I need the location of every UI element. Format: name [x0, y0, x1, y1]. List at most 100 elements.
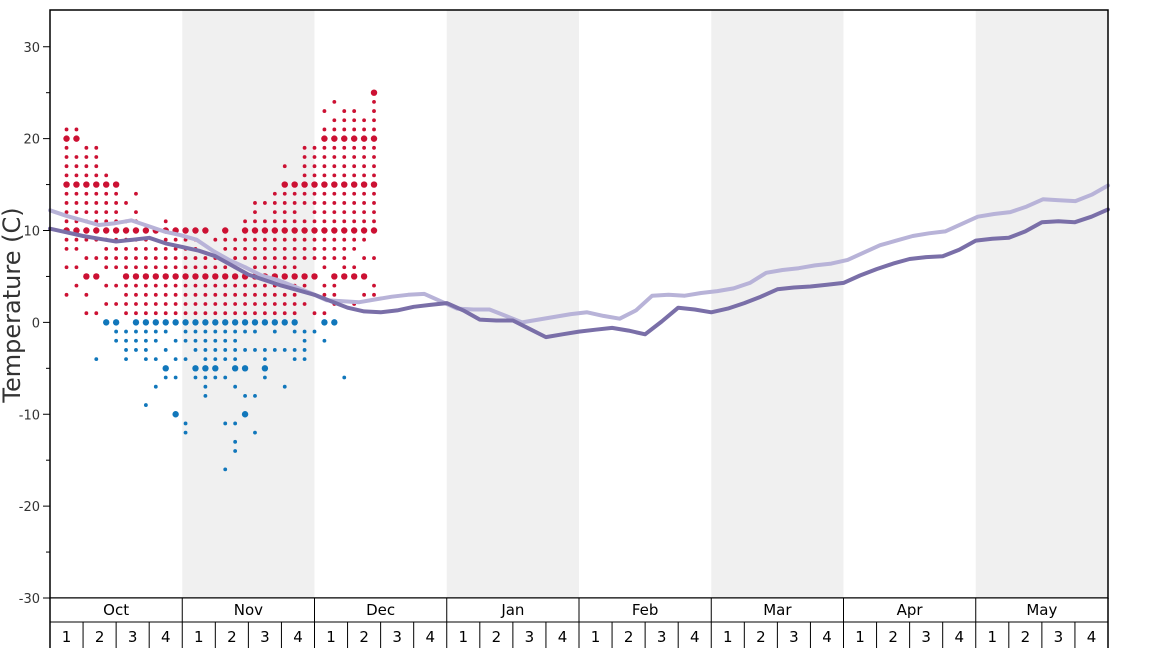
- temperature-dot: [282, 246, 287, 251]
- temperature-dot: [172, 319, 179, 326]
- temperature-dot: [352, 145, 357, 150]
- temperature-dot: [253, 219, 257, 224]
- temperature-dot: [213, 237, 218, 242]
- month-bands: [182, 10, 1108, 598]
- temperature-dot: [233, 384, 238, 389]
- temperature-dot: [282, 348, 287, 352]
- temperature-dot: [173, 311, 178, 316]
- temperature-dot: [233, 329, 238, 334]
- y-axis: 30 20 10 0 -10 -20 -30: [19, 41, 50, 607]
- temperature-dot: [104, 191, 109, 196]
- temperature-dot: [114, 338, 119, 343]
- temperature-dot: [64, 292, 69, 297]
- temperature-dot: [64, 164, 69, 169]
- temperature-dot: [173, 302, 178, 306]
- temperature-dot: [352, 219, 357, 224]
- temperature-dot: [83, 273, 90, 280]
- temperature-dot: [193, 265, 198, 270]
- temperature-dot: [291, 319, 298, 326]
- temperature-dot: [84, 292, 89, 297]
- week-label: 4: [822, 628, 832, 646]
- temperature-dot: [233, 357, 238, 362]
- temperature-dot: [263, 265, 267, 270]
- temperature-dot: [94, 164, 99, 169]
- temperature-dot: [143, 292, 148, 297]
- temperature-dot: [163, 219, 168, 224]
- temperature-dot: [134, 292, 138, 297]
- week-label: 2: [227, 628, 237, 646]
- week-label: 4: [161, 628, 171, 646]
- temperature-dot: [350, 273, 358, 280]
- week-label: 2: [756, 628, 766, 646]
- temperature-dot: [272, 292, 277, 297]
- temperature-dot: [104, 283, 109, 288]
- temperature-dot: [302, 256, 307, 260]
- temperature-dot: [253, 246, 257, 251]
- temperature-dot: [372, 210, 376, 215]
- temperature-dot: [263, 237, 267, 242]
- temperature-dot: [331, 319, 338, 326]
- temperature-dot: [182, 273, 189, 280]
- temperature-dot: [173, 246, 178, 251]
- temperature-dot: [281, 181, 288, 188]
- temperature-dot: [163, 329, 168, 334]
- y-tick-label: -20: [19, 500, 40, 515]
- temperature-dot: [281, 273, 288, 280]
- temperature-dot: [362, 292, 366, 297]
- line-layer: [48, 183, 1110, 340]
- temperature-dot: [163, 375, 168, 380]
- temperature-dot: [153, 246, 158, 251]
- temperature-dot: [223, 329, 228, 334]
- temperature-dot: [163, 302, 168, 306]
- temperature-dot: [192, 319, 199, 326]
- temperature-dot: [253, 265, 257, 270]
- week-label: 1: [723, 628, 733, 646]
- temperature-dot: [173, 292, 178, 297]
- temperature-dot: [233, 246, 238, 251]
- temperature-dot: [124, 246, 128, 251]
- temperature-dot: [370, 227, 378, 234]
- temperature-dot: [84, 164, 89, 169]
- month-label: Jan: [500, 601, 524, 619]
- temperature-dot: [263, 375, 267, 380]
- temperature-dot: [114, 265, 119, 270]
- temperature-dot: [222, 227, 229, 234]
- temperature-dot: [302, 155, 307, 159]
- temperature-dot: [132, 319, 140, 326]
- temperature-dot: [322, 265, 327, 270]
- temperature-dot: [163, 246, 168, 251]
- temperature-dot: [332, 164, 337, 169]
- temperature-dot: [362, 164, 366, 169]
- temperature-dot: [322, 237, 327, 242]
- temperature-dot: [193, 256, 198, 260]
- y-tick-label: 10: [23, 225, 40, 240]
- temperature-dot: [352, 210, 357, 215]
- temperature-dot: [203, 357, 208, 362]
- temperature-dot: [251, 227, 259, 234]
- temperature-dot: [342, 127, 347, 132]
- temperature-dot: [94, 256, 99, 260]
- temperature-dot: [322, 145, 327, 150]
- temperature-dot: [223, 283, 228, 288]
- temperature-dot: [332, 145, 337, 150]
- temperature-dot: [352, 201, 357, 205]
- y-tick-label: 30: [23, 41, 40, 56]
- temperature-dot: [332, 191, 337, 196]
- temperature-dot: [233, 439, 238, 444]
- temperature-dot: [372, 292, 376, 297]
- temperature-dot: [272, 265, 277, 270]
- temperature-dot: [73, 227, 80, 234]
- temperature-dot: [202, 273, 209, 280]
- temperature-dot: [173, 237, 178, 242]
- temperature-dot: [183, 357, 188, 362]
- temperature-dot: [153, 292, 158, 297]
- temperature-dot: [360, 227, 368, 234]
- temperature-dot: [83, 227, 90, 234]
- temperature-dot: [261, 227, 269, 234]
- temperature-dot: [302, 283, 307, 288]
- temperature-dot: [124, 357, 128, 362]
- temperature-dot: [312, 256, 317, 260]
- temperature-dot: [372, 99, 376, 104]
- temperature-dot: [153, 338, 158, 343]
- temperature-dot: [272, 237, 277, 242]
